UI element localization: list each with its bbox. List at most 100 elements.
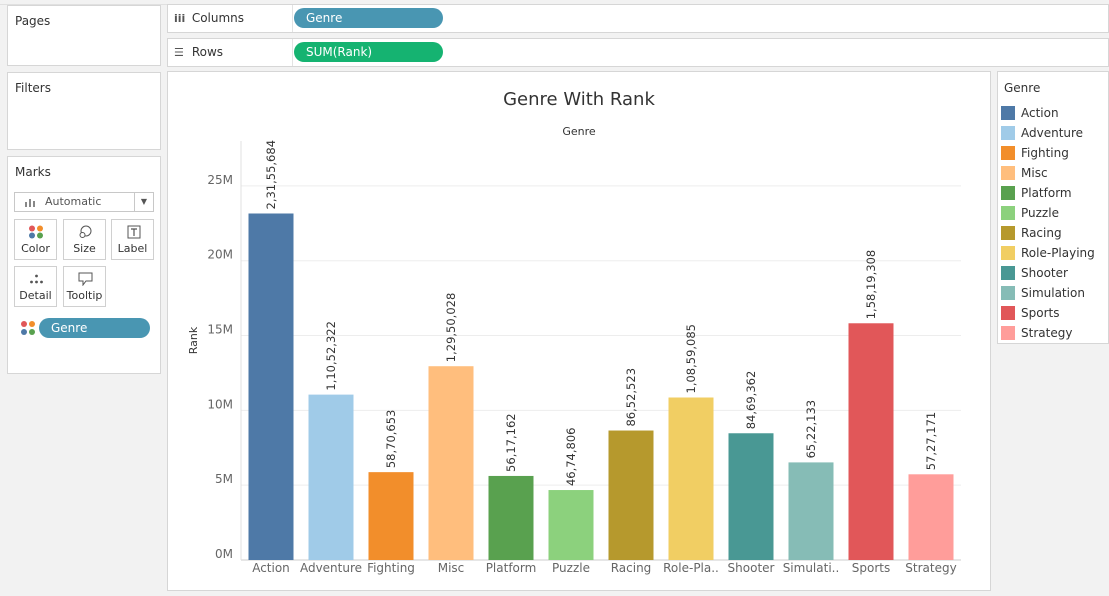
data-label: 65,22,133 bbox=[804, 400, 818, 459]
x-tick-label: Shooter bbox=[728, 561, 775, 575]
size-button-label: Size bbox=[73, 242, 96, 255]
bar bbox=[488, 475, 534, 560]
filters-card-title: Filters bbox=[15, 81, 51, 95]
legend-label: Fighting bbox=[1021, 146, 1069, 160]
color-button-label: Color bbox=[21, 242, 50, 255]
columns-shelf-label: Columns bbox=[191, 11, 245, 25]
legend-label: Simulation bbox=[1021, 286, 1085, 300]
chevron-down-icon[interactable]: ▼ bbox=[134, 193, 153, 211]
y-axis-label: Rank bbox=[187, 326, 200, 354]
data-label: 58,70,653 bbox=[384, 410, 398, 469]
marks-card-title: Marks bbox=[15, 165, 51, 179]
legend-label: Platform bbox=[1021, 186, 1072, 200]
legend-swatch bbox=[1001, 106, 1015, 120]
legend-label: Shooter bbox=[1021, 266, 1068, 280]
x-tick-label: Platform bbox=[486, 561, 537, 575]
legend-label: Misc bbox=[1021, 166, 1048, 180]
legend-swatch bbox=[1001, 126, 1015, 140]
detail-button[interactable]: Detail bbox=[14, 266, 57, 307]
legend-swatch bbox=[1001, 306, 1015, 320]
chart-title: Genre With Rank bbox=[503, 89, 655, 110]
bar bbox=[908, 474, 954, 560]
rows-icon: ☰ bbox=[174, 46, 184, 59]
y-tick-label: 10M bbox=[207, 397, 233, 411]
shelf-divider bbox=[292, 5, 293, 32]
legend-title: Genre bbox=[1004, 81, 1041, 95]
legend-swatch bbox=[1001, 286, 1015, 300]
y-tick-label: 5M bbox=[215, 472, 233, 486]
pages-card-title: Pages bbox=[15, 14, 51, 28]
detail-icon bbox=[30, 274, 43, 284]
x-tick-label: Action bbox=[252, 561, 290, 575]
legend-swatch bbox=[1001, 246, 1015, 260]
columns-genre-pill[interactable]: Genre bbox=[294, 8, 443, 28]
legend-label: Role-Playing bbox=[1021, 246, 1095, 260]
legend-label: Sports bbox=[1021, 306, 1060, 320]
bar-chart-icon bbox=[25, 199, 35, 207]
legend-swatch bbox=[1001, 226, 1015, 240]
bar bbox=[248, 213, 294, 560]
bar bbox=[788, 462, 834, 560]
columns-shelf-title: iii Columns bbox=[174, 11, 244, 25]
tooltip-button[interactable]: Tooltip bbox=[63, 266, 106, 307]
mark-type-dropdown[interactable]: Automatic ▼ bbox=[14, 192, 154, 212]
x-tick-label: Simulati.. bbox=[783, 561, 840, 575]
x-tick-label: Adventure bbox=[300, 561, 362, 575]
data-label: 57,27,171 bbox=[924, 412, 938, 471]
tooltip-button-label: Tooltip bbox=[66, 289, 103, 302]
rows-shelf-title: ☰ Rows bbox=[174, 45, 223, 59]
color-icon bbox=[29, 225, 43, 239]
y-tick-label: 20M bbox=[207, 248, 233, 262]
legend-swatch bbox=[1001, 266, 1015, 280]
label-button[interactable]: Label bbox=[111, 219, 154, 260]
legend-label: Action bbox=[1021, 106, 1059, 120]
bar bbox=[668, 397, 714, 560]
color-button[interactable]: Color bbox=[14, 219, 57, 260]
x-tick-label: Fighting bbox=[367, 561, 415, 575]
legend-swatch bbox=[1001, 146, 1015, 160]
y-tick-label: 0M bbox=[215, 547, 233, 561]
y-tick-label: 15M bbox=[207, 323, 233, 337]
shelf-divider bbox=[292, 39, 293, 66]
bar bbox=[848, 323, 894, 560]
data-label: 1,10,52,322 bbox=[324, 321, 338, 391]
bar bbox=[308, 394, 354, 560]
data-label: 1,29,50,028 bbox=[444, 293, 458, 363]
x-tick-label: Role-Pla.. bbox=[663, 561, 719, 575]
x-tick-label: Puzzle bbox=[552, 561, 590, 575]
label-icon bbox=[127, 225, 141, 239]
legend-swatch bbox=[1001, 186, 1015, 200]
rows-shelf-label: Rows bbox=[191, 45, 224, 59]
data-label: 1,08,59,085 bbox=[684, 324, 698, 394]
legend-swatch bbox=[1001, 326, 1015, 340]
detail-button-label: Detail bbox=[19, 289, 52, 302]
data-label: 86,52,523 bbox=[624, 368, 638, 427]
legend-swatch bbox=[1001, 206, 1015, 220]
marks-card: Marks bbox=[7, 156, 161, 374]
x-tick-label: Strategy bbox=[905, 561, 956, 575]
pages-card[interactable]: Pages bbox=[7, 5, 161, 66]
marks-genre-pill[interactable]: Genre bbox=[39, 318, 150, 338]
chart-subtitle: Genre bbox=[562, 125, 596, 138]
bar bbox=[428, 366, 474, 560]
bar bbox=[548, 490, 594, 560]
data-label: 84,69,362 bbox=[744, 371, 758, 430]
legend-label: Strategy bbox=[1021, 326, 1073, 340]
mark-type-value: Automatic bbox=[45, 195, 102, 208]
genre-legend[interactable]: Genre Action Adventure Fighting Misc Platfor… bbox=[997, 71, 1109, 344]
legend-label: Racing bbox=[1021, 226, 1062, 240]
y-tick-label: 25M bbox=[207, 173, 233, 187]
bar bbox=[608, 430, 654, 560]
tooltip-icon bbox=[78, 272, 93, 286]
rows-sum-rank-pill[interactable]: SUM(Rank) bbox=[294, 42, 443, 62]
size-button[interactable]: Size bbox=[63, 219, 106, 260]
legend-swatch bbox=[1001, 166, 1015, 180]
label-button-label: Label bbox=[117, 242, 148, 255]
columns-icon: iii bbox=[174, 12, 186, 25]
legend-label: Puzzle bbox=[1021, 206, 1059, 220]
data-label: 56,17,162 bbox=[504, 413, 518, 472]
color-icon bbox=[21, 321, 35, 335]
filters-card[interactable]: Filters bbox=[7, 72, 161, 150]
data-label: 46,74,806 bbox=[564, 428, 578, 487]
bar bbox=[728, 433, 774, 560]
